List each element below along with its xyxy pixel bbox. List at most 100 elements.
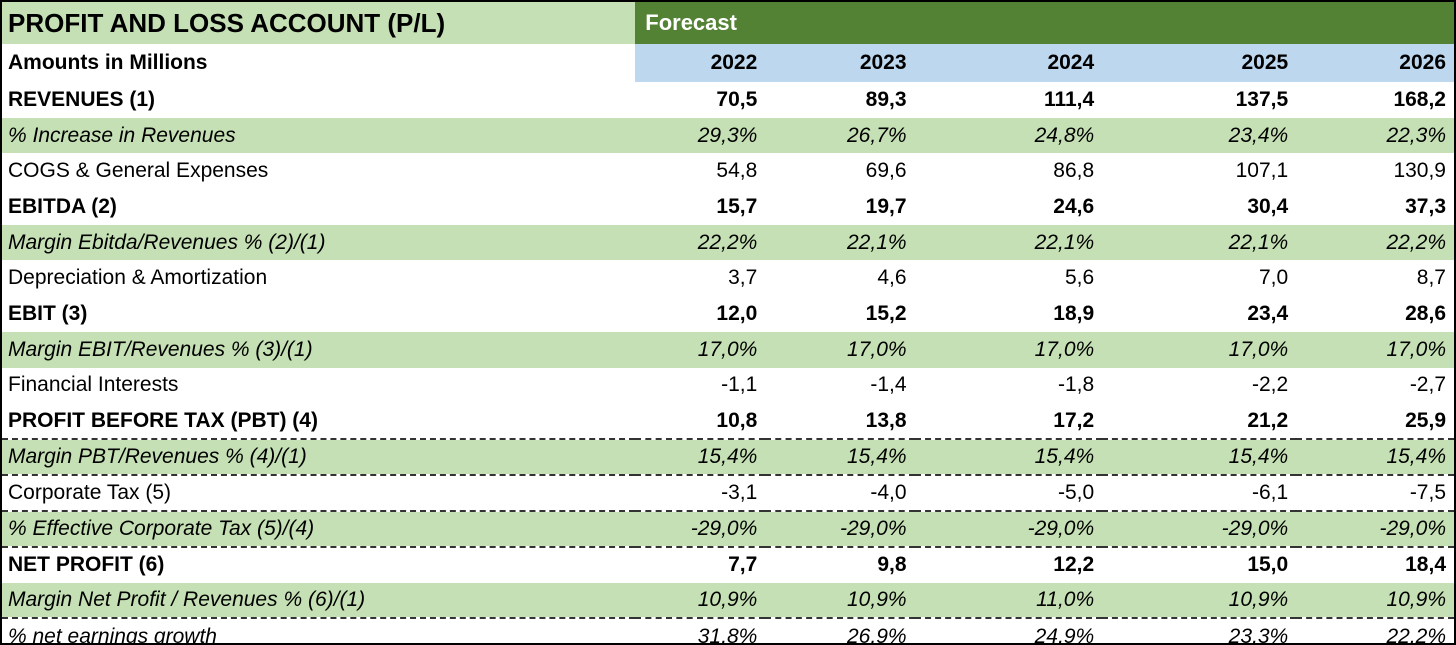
value-cell: 3,7 [728,266,758,290]
value-cell: 15,4% [1296,438,1454,476]
value-cell: 18,4 [1405,553,1446,577]
value-cell: 15,4% [635,438,766,476]
row-corporate-tax: Corporate Tax (5) -3,1 -4,0 -5,0 -6,1 -7… [2,474,1454,512]
row-effective-tax: % Effective Corporate Tax (5)/(4) -29,0%… [2,510,1454,548]
row-label: Financial Interests [8,373,179,397]
value-cell: 17,0% [1102,331,1297,368]
header-row-title: PROFIT AND LOSS ACCOUNT (P/L) Forecast [2,2,1454,44]
value-cell: -4,0 [765,474,915,512]
row-label: NET PROFIT (6) [8,553,165,577]
value-cell: 23,3% [1228,624,1289,645]
value-cell: 70,5 [716,87,758,111]
value-cell: 19,7 [865,194,907,218]
value-cell: 17,0% [765,331,915,368]
year-header: 2025 [1102,44,1297,82]
year-header: 2024 [914,44,1103,82]
value-cell: 168,2 [1393,87,1446,111]
value-cell: 29,3% [635,117,766,154]
value-cell: 130,9 [1393,159,1446,183]
value-cell: 22,2% [1386,624,1446,645]
value-cell: 54,8 [716,159,758,183]
value-cell: -7,5 [1296,474,1454,512]
row-ebitda-margin: Margin Ebitda/Revenues % (2)/(1) 22,2% 2… [2,224,1454,261]
value-cell: 22,2% [1296,224,1454,261]
row-label: Depreciation & Amortization [8,266,268,290]
value-cell: -29,0% [914,510,1103,548]
row-label: PROFIT BEFORE TAX (PBT) (4) [2,403,636,440]
value-cell: 30,4 [1247,194,1289,218]
value-cell: 23,4% [1102,117,1297,154]
value-cell: 22,1% [1102,224,1297,261]
value-cell: -29,0% [635,510,766,548]
row-label: Margin PBT/Revenues % (4)/(1) [2,438,636,476]
row-label: Margin Ebitda/Revenues % (2)/(1) [2,224,636,261]
value-cell: 26,9% [847,624,907,645]
value-cell: -1,1 [721,373,758,397]
value-cell: 17,2 [914,403,1103,440]
value-cell: 111,4 [1043,87,1095,111]
value-cell: 86,8 [1053,159,1095,183]
row-label: Margin Net Profit / Revenues % (6)/(1) [2,582,636,620]
row-label: Margin EBIT/Revenues % (3)/(1) [2,331,636,368]
row-ebitda: EBITDA (2) 15,7 19,7 24,6 30,4 37,3 [2,189,1454,225]
value-cell: -29,0% [1102,510,1297,548]
value-cell: 24,6 [1053,194,1095,218]
value-cell: -6,1 [1102,474,1297,512]
value-cell: 15,4% [1102,438,1297,476]
row-ebit: EBIT (3) 12,0 15,2 18,9 23,4 28,6 [2,296,1454,332]
row-depreciation: Depreciation & Amortization 3,7 4,6 5,6 … [2,260,1454,296]
value-cell: -3,1 [635,474,766,512]
row-label: EBIT (3) [8,301,88,325]
forecast-header: Forecast [635,2,1454,44]
value-cell: 15,2 [865,301,907,325]
value-cell: 26,7% [765,117,915,154]
row-label: Corporate Tax (5) [2,474,636,512]
value-cell: 13,8 [765,403,915,440]
value-cell: -5,0 [914,474,1103,512]
row-label: EBITDA (2) [8,194,117,218]
value-cell: 24,9% [1034,624,1095,645]
value-cell: 9,8 [877,553,907,577]
value-cell: 89,3 [865,87,907,111]
value-cell: 7,7 [728,553,758,577]
row-label: % Increase in Revenues [2,117,636,154]
value-cell: -2,2 [1252,373,1289,397]
value-cell: 23,4 [1247,301,1289,325]
value-cell: -29,0% [1296,510,1454,548]
value-cell: 22,1% [914,224,1103,261]
value-cell: 10,9% [635,582,766,620]
value-cell: 28,6 [1405,301,1446,325]
value-cell: 10,9% [765,582,915,620]
row-profit-before-tax: PROFIT BEFORE TAX (PBT) (4) 10,8 13,8 17… [2,403,1454,440]
value-cell: 10,9% [1296,582,1454,620]
header-row-years: Amounts in Millions 2022 2023 2024 2025 … [2,44,1454,82]
value-cell: 17,0% [914,331,1103,368]
row-revenues: REVENUES (1) 70,5 89,3 111,4 137,5 168,2 [2,82,1454,118]
value-cell: -2,7 [1409,373,1446,397]
row-ebit-margin: Margin EBIT/Revenues % (3)/(1) 17,0% 17,… [2,331,1454,368]
row-label: COGS & General Expenses [8,159,269,183]
value-cell: 10,8 [635,403,766,440]
value-cell: 22,1% [765,224,915,261]
row-cogs: COGS & General Expenses 54,8 69,6 86,8 1… [2,153,1454,189]
value-cell: 15,4% [914,438,1103,476]
value-cell: 4,6 [877,266,907,290]
value-cell: 5,6 [1064,266,1095,290]
value-cell: 7,0 [1258,266,1289,290]
value-cell: 21,2 [1102,403,1297,440]
row-net-margin: Margin Net Profit / Revenues % (6)/(1) 1… [2,582,1454,620]
year-header: 2026 [1296,44,1454,82]
table-title: PROFIT AND LOSS ACCOUNT (P/L) [2,2,636,44]
value-cell: 69,6 [865,159,907,183]
value-cell: 22,3% [1296,117,1454,154]
value-cell: 12,2 [1053,553,1095,577]
value-cell: 11,0% [914,582,1103,620]
value-cell: 17,0% [635,331,766,368]
value-cell: 137,5 [1235,87,1289,111]
row-financial-interests: Financial Interests -1,1 -1,4 -1,8 -2,2 … [2,368,1454,404]
value-cell: 17,0% [1296,331,1454,368]
value-cell: 12,0 [716,301,758,325]
row-label: % net earnings growth [8,624,217,645]
